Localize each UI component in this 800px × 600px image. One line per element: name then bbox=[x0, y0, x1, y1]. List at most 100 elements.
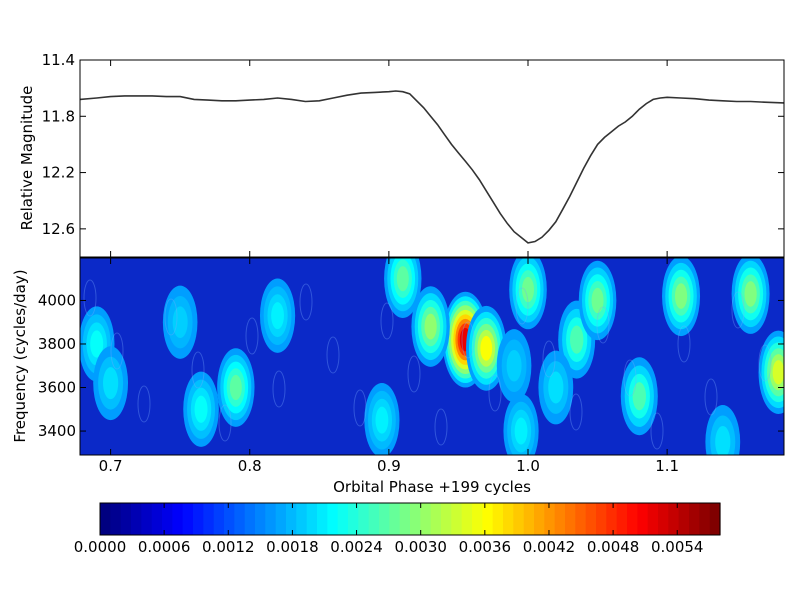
colorbar-cell bbox=[275, 503, 287, 535]
x-tick-label: 1.0 bbox=[516, 457, 540, 475]
colorbar-cell bbox=[172, 503, 184, 535]
heatmap-peak-contour bbox=[591, 287, 604, 314]
light-curve-background bbox=[80, 60, 784, 257]
colorbar-cell bbox=[637, 503, 649, 535]
spectrum-panel: 3400 3600 3800 4000 0.7 0.8 0.9 1.0 1.1 Frequen… bbox=[11, 60, 785, 496]
heatmap-peak-contour bbox=[569, 325, 584, 354]
heatmap-peak-contour bbox=[271, 302, 284, 330]
colorbar-cell bbox=[472, 503, 483, 535]
colorbar-tick-label: 0.0024 bbox=[330, 538, 383, 556]
heatmap-peak-contour bbox=[744, 281, 757, 307]
colorbar-cell bbox=[296, 503, 308, 535]
colorbar-cell bbox=[585, 503, 597, 535]
x-tick-label: 0.9 bbox=[377, 457, 401, 475]
heatmap-peak-contour bbox=[480, 335, 493, 361]
heatmap-peak-contour bbox=[674, 283, 688, 309]
colorbar-cell bbox=[234, 503, 246, 535]
colorbar-cell bbox=[627, 503, 638, 535]
colorbar-cell bbox=[461, 503, 473, 535]
spectrum-y-axis-label: Frequency (cycles/day) bbox=[11, 269, 29, 442]
colorbar-cell bbox=[534, 503, 545, 535]
x-tick-label: 0.8 bbox=[238, 457, 262, 475]
colorbar-cell bbox=[699, 503, 711, 535]
spectrum-y-tick-label: 4000 bbox=[38, 291, 76, 309]
colorbar-cell bbox=[203, 503, 215, 535]
colorbar-cell bbox=[100, 503, 111, 535]
heatmap-contour-line bbox=[704, 378, 718, 416]
colorbar-cell bbox=[244, 503, 256, 535]
light-curve-y-tick-label: 12.2 bbox=[42, 164, 75, 182]
colorbar-cell bbox=[410, 503, 421, 535]
colorbar-cell bbox=[647, 503, 659, 535]
colorbar-cell bbox=[606, 503, 618, 535]
light-curve-series-line bbox=[80, 90, 784, 244]
colorbar-cell bbox=[193, 503, 204, 535]
colorbar-cell bbox=[141, 503, 153, 535]
colorbar-cell bbox=[482, 503, 494, 535]
heatmap-peak-contour bbox=[506, 349, 522, 382]
heatmap-peak-contour bbox=[396, 266, 409, 292]
heatmap-peak-contour bbox=[90, 330, 104, 358]
light-curve-y-tick-label: 12.6 bbox=[42, 220, 75, 238]
heatmap-peak-contour bbox=[103, 367, 119, 400]
heatmap-contour-line bbox=[299, 283, 313, 321]
colorbar-cell bbox=[492, 503, 504, 535]
colorbar-cell bbox=[451, 503, 463, 535]
colorbar-cell bbox=[337, 503, 349, 535]
colorbar-cell bbox=[616, 503, 628, 535]
colorbar-cell bbox=[224, 503, 235, 535]
heatmap-contour-line bbox=[407, 355, 421, 393]
colorbar-tick-label: 0.0048 bbox=[587, 538, 640, 556]
heatmap-contour-line bbox=[83, 279, 97, 317]
heatmap-peak-contour bbox=[715, 425, 731, 455]
colorbar-cell bbox=[678, 503, 690, 535]
colorbar-cell bbox=[110, 503, 122, 535]
heatmap-peak-contour bbox=[522, 276, 534, 303]
colorbar-cell bbox=[327, 503, 339, 535]
colorbar-cell bbox=[368, 503, 380, 535]
heatmap-peak-contour bbox=[172, 306, 188, 339]
heatmap-contour-line bbox=[731, 291, 745, 329]
spectrum-y-tick-label: 3800 bbox=[38, 335, 76, 353]
heatmap-peak-contour bbox=[194, 395, 208, 423]
colorbar-cell bbox=[348, 503, 359, 535]
colorbar-cell bbox=[596, 503, 607, 535]
spectrum-y-tick-label: 3400 bbox=[38, 422, 76, 440]
heatmap-peak-contour bbox=[424, 313, 437, 340]
heatmap-contour-line bbox=[569, 393, 583, 431]
colorbar-cell bbox=[544, 503, 556, 535]
heatmap-contour-line bbox=[353, 389, 367, 427]
heatmap-contour-line bbox=[434, 408, 448, 446]
heatmap-peak-contour bbox=[772, 360, 784, 385]
heatmap-contour-line bbox=[650, 412, 664, 450]
colorbar-cell bbox=[151, 503, 163, 535]
x-tick-label: 1.1 bbox=[655, 457, 679, 475]
colorbar-cell bbox=[554, 503, 566, 535]
heatmap-contour-line bbox=[677, 325, 691, 363]
heatmap-contour-line bbox=[488, 374, 502, 412]
colorbar-cell bbox=[709, 503, 721, 535]
colorbar-cell bbox=[389, 503, 401, 535]
colorbar-tick-label: 0.0012 bbox=[202, 538, 255, 556]
heatmap-peak-contour bbox=[375, 406, 389, 434]
heatmap-peak-contour bbox=[229, 374, 242, 401]
colorbar-tick-label: 0.0030 bbox=[394, 538, 447, 556]
colorbar-cell bbox=[213, 503, 225, 535]
x-axis-label: Orbital Phase +199 cycles bbox=[333, 478, 531, 496]
colorbar-cell bbox=[306, 503, 318, 535]
heatmap-contour-line bbox=[596, 306, 610, 344]
colorbar-tick-label: 0.0006 bbox=[138, 538, 191, 556]
heatmap-contour-line bbox=[542, 340, 556, 378]
light-curve-y-axis-label: Relative Magnitude bbox=[18, 86, 36, 231]
heatmap-contour-line bbox=[245, 317, 259, 355]
colorbar-cell bbox=[162, 503, 173, 535]
colorbar-cell bbox=[565, 503, 576, 535]
colorbar-cell bbox=[513, 503, 525, 535]
heatmap-contour-line bbox=[515, 287, 529, 325]
colorbar-cell bbox=[120, 503, 132, 535]
heatmap-peak-contour bbox=[632, 382, 647, 411]
colorbar-tick-label: 0.0018 bbox=[266, 538, 319, 556]
heatmap-contour-line bbox=[326, 336, 340, 374]
light-curve-y-tick-label: 11.4 bbox=[42, 51, 75, 69]
